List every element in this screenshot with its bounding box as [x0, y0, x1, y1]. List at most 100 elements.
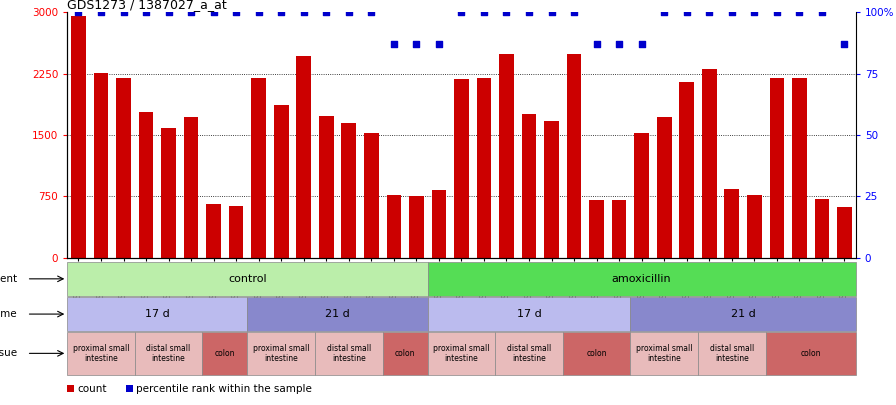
- Text: control: control: [228, 274, 267, 284]
- Text: distal small
intestine: distal small intestine: [507, 344, 551, 363]
- Point: [612, 41, 626, 47]
- Bar: [634, 133, 649, 258]
- Text: 17 d: 17 d: [517, 309, 541, 319]
- Bar: [427, 262, 856, 296]
- Text: agent: agent: [0, 274, 18, 284]
- Bar: [71, 16, 86, 258]
- Bar: [432, 190, 446, 258]
- Bar: [590, 200, 604, 258]
- Text: proximal small
intestine: proximal small intestine: [73, 344, 129, 363]
- Bar: [544, 121, 559, 258]
- Bar: [297, 56, 311, 258]
- Point: [837, 41, 851, 47]
- Text: proximal small
intestine: proximal small intestine: [253, 344, 309, 363]
- Bar: [247, 297, 427, 331]
- Point: [252, 9, 266, 15]
- Text: GDS1273 / 1387027_a_at: GDS1273 / 1387027_a_at: [67, 0, 227, 11]
- Bar: [247, 332, 315, 375]
- Bar: [837, 207, 852, 258]
- Text: 21 d: 21 d: [325, 309, 350, 319]
- Text: percentile rank within the sample: percentile rank within the sample: [136, 384, 312, 394]
- Point: [567, 9, 582, 15]
- Bar: [364, 133, 379, 258]
- Bar: [252, 78, 266, 258]
- Bar: [315, 332, 383, 375]
- Point: [747, 9, 762, 15]
- Text: colon: colon: [395, 349, 416, 358]
- Bar: [814, 199, 829, 258]
- Point: [634, 41, 649, 47]
- Bar: [386, 195, 401, 258]
- Bar: [567, 54, 582, 258]
- Text: colon: colon: [800, 349, 821, 358]
- Bar: [477, 79, 491, 258]
- Point: [702, 9, 717, 15]
- Bar: [383, 332, 427, 375]
- Point: [139, 9, 153, 15]
- Text: colon: colon: [215, 349, 235, 358]
- Bar: [341, 123, 356, 258]
- Bar: [67, 385, 74, 392]
- Bar: [631, 297, 856, 331]
- Text: 17 d: 17 d: [145, 309, 169, 319]
- Text: proximal small
intestine: proximal small intestine: [636, 344, 693, 363]
- Point: [521, 9, 536, 15]
- Point: [184, 9, 198, 15]
- Text: count: count: [77, 384, 107, 394]
- Text: 21 d: 21 d: [730, 309, 755, 319]
- Point: [72, 9, 86, 15]
- Bar: [521, 115, 537, 258]
- Bar: [319, 116, 333, 258]
- Point: [387, 41, 401, 47]
- Bar: [126, 385, 134, 392]
- Bar: [765, 332, 856, 375]
- Bar: [139, 112, 153, 258]
- Bar: [631, 332, 698, 375]
- Bar: [161, 128, 176, 258]
- Bar: [612, 200, 626, 258]
- Bar: [134, 332, 202, 375]
- Text: distal small
intestine: distal small intestine: [710, 344, 754, 363]
- Point: [814, 9, 829, 15]
- Bar: [657, 117, 671, 258]
- Point: [657, 9, 671, 15]
- Bar: [184, 117, 198, 258]
- Point: [679, 9, 694, 15]
- Bar: [499, 54, 513, 258]
- Text: distal small
intestine: distal small intestine: [146, 344, 191, 363]
- Point: [94, 9, 108, 15]
- Point: [116, 9, 131, 15]
- Point: [477, 9, 491, 15]
- Point: [725, 9, 739, 15]
- Point: [206, 9, 220, 15]
- Bar: [454, 79, 469, 258]
- Text: proximal small
intestine: proximal small intestine: [433, 344, 490, 363]
- Bar: [206, 204, 221, 258]
- Point: [364, 9, 378, 15]
- Point: [590, 41, 604, 47]
- Bar: [228, 206, 244, 258]
- Bar: [792, 79, 806, 258]
- Point: [297, 9, 311, 15]
- Text: tissue: tissue: [0, 348, 18, 358]
- Bar: [563, 332, 631, 375]
- Bar: [495, 332, 563, 375]
- Bar: [725, 189, 739, 258]
- Point: [229, 9, 244, 15]
- Point: [161, 9, 176, 15]
- Bar: [409, 196, 424, 258]
- Point: [499, 9, 513, 15]
- Text: distal small
intestine: distal small intestine: [327, 344, 371, 363]
- Point: [792, 9, 806, 15]
- Point: [770, 9, 784, 15]
- Point: [341, 9, 356, 15]
- Bar: [427, 297, 631, 331]
- Bar: [679, 82, 694, 258]
- Point: [454, 9, 469, 15]
- Bar: [747, 195, 762, 258]
- Bar: [427, 332, 495, 375]
- Bar: [67, 262, 427, 296]
- Text: amoxicillin: amoxicillin: [612, 274, 671, 284]
- Bar: [770, 79, 784, 258]
- Point: [409, 41, 424, 47]
